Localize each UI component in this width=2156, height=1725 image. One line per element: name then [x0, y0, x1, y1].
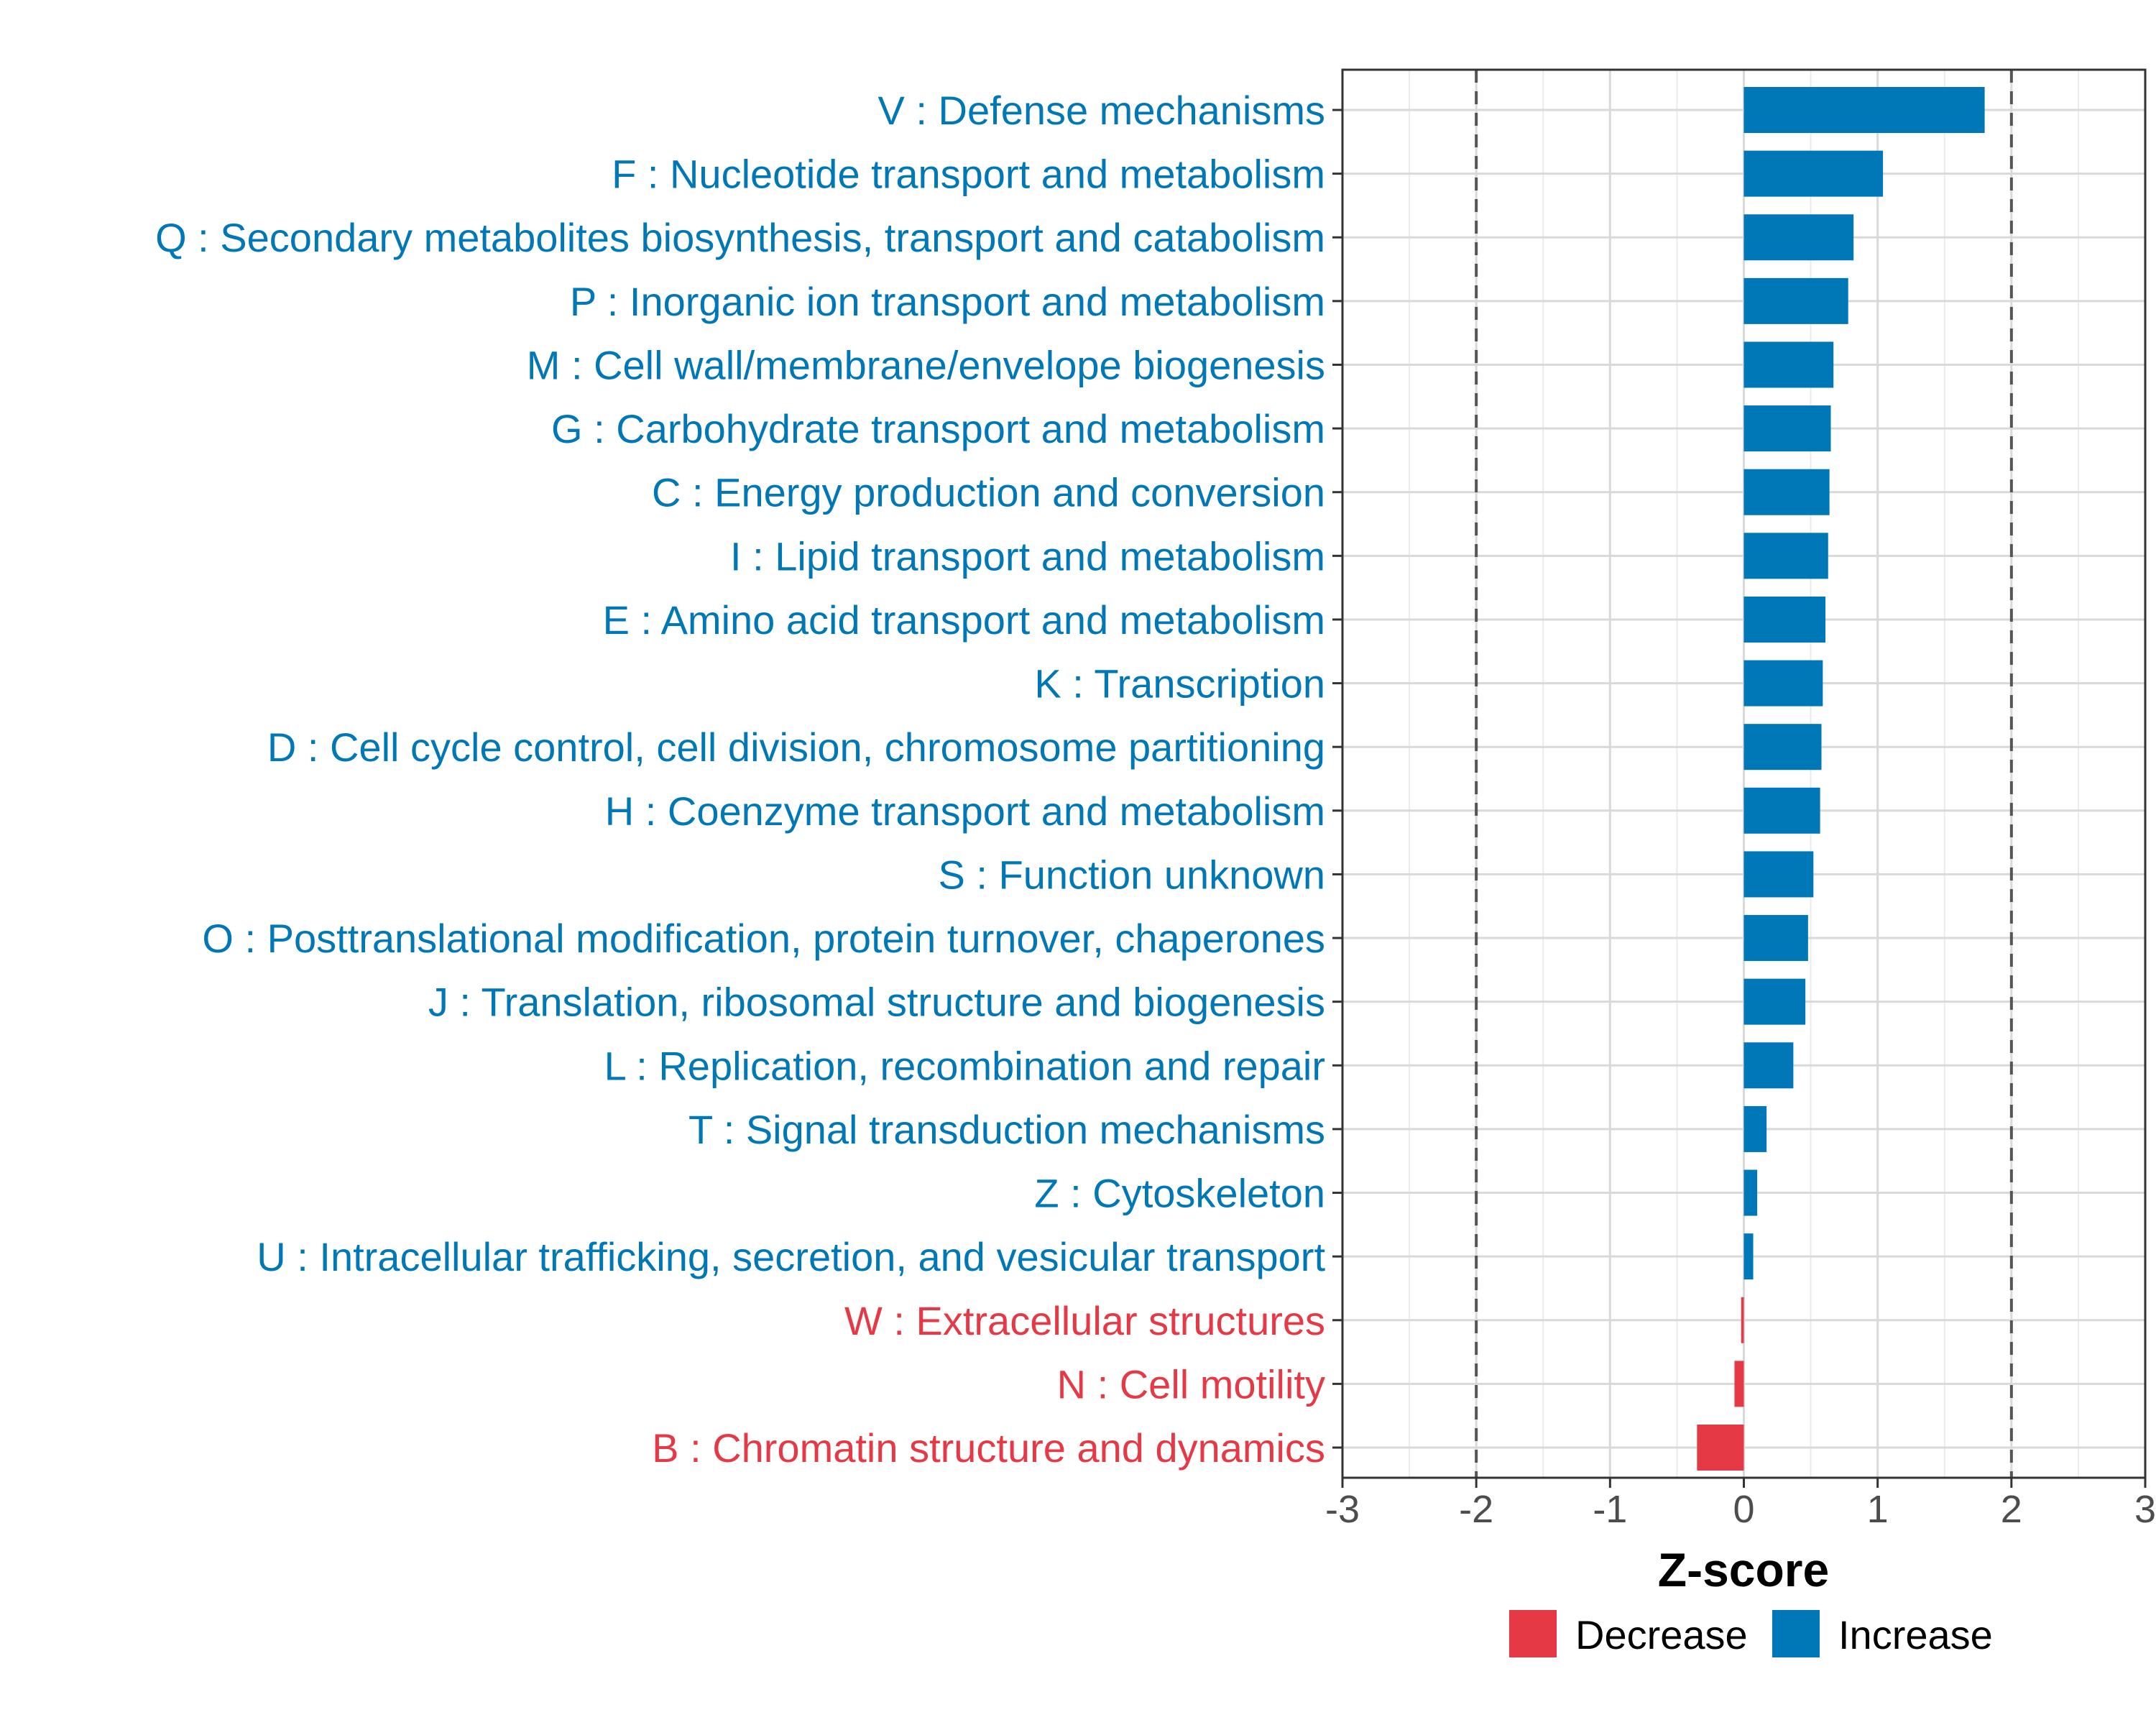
category-label: I : Lipid transport and metabolism [730, 533, 1325, 579]
bar [1743, 660, 1823, 707]
x-tick-label: 3 [2134, 1488, 2156, 1531]
category-label: M : Cell wall/membrane/envelope biogenes… [527, 342, 1325, 387]
bar [1743, 341, 1834, 388]
category-label: D : Cell cycle control, cell division, c… [267, 724, 1325, 770]
bar [1743, 851, 1814, 898]
category-label: U : Intracellular trafficking, secretion… [257, 1234, 1325, 1279]
bar [1734, 1361, 1744, 1407]
x-tick-label: -2 [1459, 1488, 1493, 1531]
category-label: B : Chromatin structure and dynamics [652, 1425, 1325, 1471]
bar [1743, 915, 1808, 962]
x-tick-label: 0 [1733, 1488, 1754, 1531]
bar [1741, 1297, 1744, 1343]
category-label: L : Replication, recombination and repai… [604, 1043, 1325, 1088]
category-label: Q : Secondary metabolites biosynthesis, … [155, 215, 1325, 260]
category-label: G : Carbohydrate transport and metabolis… [551, 406, 1325, 451]
category-label: T : Signal transduction mechanisms [688, 1107, 1325, 1152]
category-label: F : Nucleotide transport and metabolism [612, 152, 1325, 197]
category-label: W : Extracellular structures [844, 1298, 1325, 1343]
category-label: P : Inorganic ion transport and metaboli… [570, 279, 1325, 324]
legend-label: Increase [1838, 1612, 1993, 1657]
bar [1743, 787, 1820, 834]
bar [1743, 724, 1822, 770]
category-label: C : Energy production and conversion [652, 470, 1325, 515]
category-label: E : Amino acid transport and metabolism [603, 597, 1325, 643]
x-tick-label: -1 [1593, 1488, 1627, 1531]
category-label: H : Coenzyme transport and metabolism [605, 788, 1325, 834]
bar [1743, 469, 1830, 515]
y-axis-ticks: V : Defense mechanisms F : Nucleotide tra… [155, 88, 1342, 1471]
bar [1743, 87, 1985, 133]
legend-swatch [1772, 1610, 1820, 1657]
category-label: V : Defense mechanisms [878, 88, 1325, 133]
category-label: K : Transcription [1034, 661, 1325, 707]
category-label: O : Posttranslational modification, prot… [202, 916, 1325, 961]
bar [1743, 596, 1826, 643]
reference-lines [1475, 70, 2013, 1478]
bar [1743, 978, 1806, 1025]
bar [1743, 405, 1831, 452]
category-label: S : Function unknown [938, 852, 1325, 897]
bar [1743, 1105, 1767, 1152]
x-tick-label: -3 [1325, 1488, 1360, 1531]
x-axis-ticks: -3 -2 -1 0 1 2 3 [1325, 1478, 2156, 1531]
legend-swatch [1509, 1610, 1557, 1657]
bar [1743, 214, 1854, 261]
bars [1697, 87, 1985, 1471]
bar [1743, 150, 1884, 197]
bar [1743, 1169, 1758, 1216]
bar [1743, 277, 1848, 324]
x-tick-label: 1 [1867, 1488, 1889, 1531]
category-label: J : Translation, ribosomal structure and… [428, 980, 1325, 1025]
category-label: Z : Cytoskeleton [1034, 1171, 1325, 1216]
bar [1743, 533, 1828, 579]
bar [1697, 1425, 1744, 1471]
x-axis-title: Z-score [1658, 1543, 1829, 1596]
bar [1743, 1233, 1754, 1280]
category-label: N : Cell motility [1057, 1361, 1325, 1407]
bar [1743, 1042, 1794, 1089]
legend: Decrease Increase [1509, 1610, 1993, 1657]
x-tick-label: 2 [2001, 1488, 2022, 1531]
legend-label: Decrease [1575, 1612, 1748, 1657]
